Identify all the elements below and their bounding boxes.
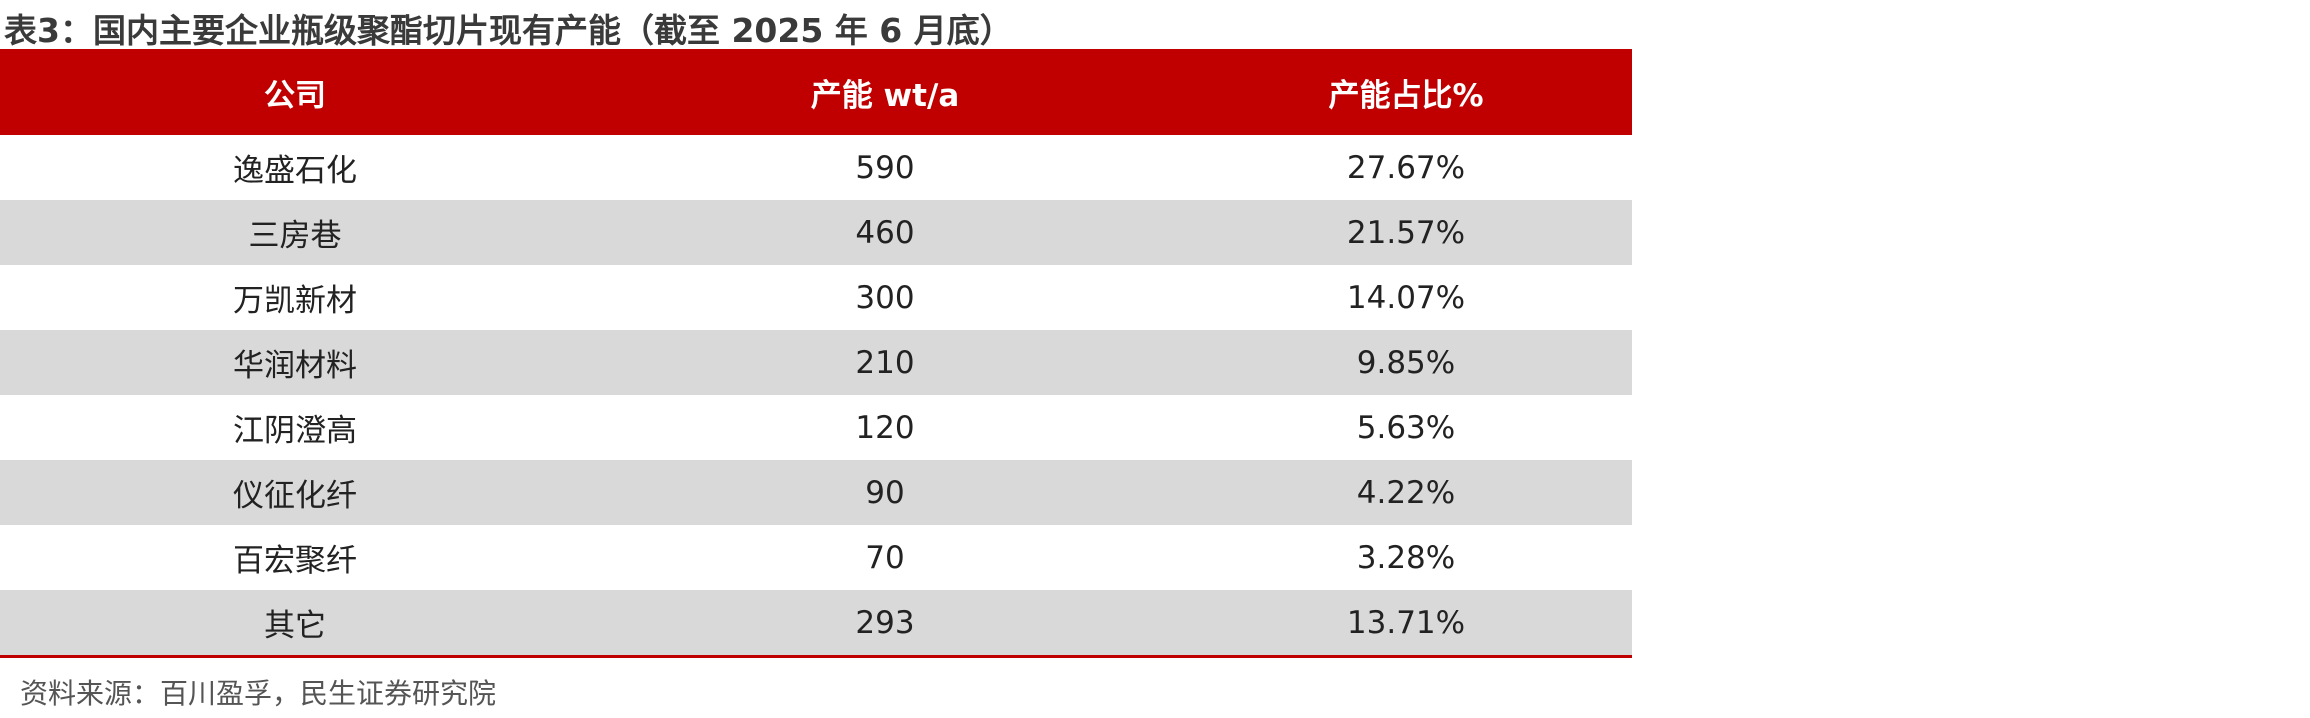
- table-row: 江阴澄高 120 5.63%: [0, 395, 1632, 460]
- table-cell: 百宏聚纤: [233, 543, 357, 579]
- table-cell: 120: [855, 409, 915, 446]
- table-cell: 其它: [0, 590, 590, 658]
- table-cell: 90: [590, 460, 1180, 525]
- table-cell: 仪征化纤: [0, 460, 590, 525]
- table-cell: 590: [855, 149, 915, 186]
- table-cell: 4.22%: [1180, 460, 1632, 525]
- table-row: 仪征化纤 90 4.22%: [0, 460, 1632, 525]
- table-cell: 三房巷: [0, 200, 590, 265]
- table-row: 三房巷 460 21.57%: [0, 200, 1632, 265]
- table-cell: 21.57%: [1180, 200, 1632, 265]
- table-row: 逸盛石化 590 27.67%: [0, 135, 1632, 200]
- table-cell: 万凯新材: [233, 283, 357, 319]
- table-title: 表3：国内主要企业瓶级聚酯切片现有产能（截至 2025 年 6 月底）: [4, 11, 1013, 50]
- header-cell: 公司: [0, 49, 590, 135]
- table-row: 百宏聚纤 70 3.28%: [0, 525, 1632, 590]
- table-cell: 3.28%: [1356, 539, 1456, 576]
- table-cell: 210: [590, 330, 1180, 395]
- table-cell: 27.67%: [1346, 149, 1466, 186]
- table-cell: 70: [865, 539, 905, 576]
- table-cell: 华润材料: [0, 330, 590, 395]
- table-cell: 293: [590, 590, 1180, 658]
- source-note: 资料来源：百川盈孚，民生证券研究院: [20, 677, 497, 710]
- table-cell: 9.85%: [1180, 330, 1632, 395]
- header-cell: 产能 wt/a: [590, 49, 1180, 135]
- table-row: 万凯新材 300 14.07%: [0, 265, 1632, 330]
- table-cell: 逸盛石化: [233, 153, 357, 189]
- header-cell: 产能占比%: [1180, 49, 1632, 135]
- table-row: 华润材料 210 9.85%: [0, 330, 1632, 395]
- table-cell: 300: [855, 279, 915, 316]
- table-row: 其它 293 13.71%: [0, 590, 1632, 658]
- table-header: 公司 产能 wt/a 产能占比%: [0, 49, 1632, 135]
- capacity-table: 公司 产能 wt/a 产能占比% 逸盛石化 590 27.67% 三房巷 460 21.57%…: [0, 49, 1632, 658]
- table-cell: 5.63%: [1356, 409, 1456, 446]
- table-cell: 江阴澄高: [233, 413, 357, 449]
- table-cell: 14.07%: [1346, 279, 1466, 316]
- header-row: 公司 产能 wt/a 产能占比%: [0, 49, 1632, 135]
- table-body: 逸盛石化 590 27.67% 三房巷 460 21.57% 万凯新材 300 14.07% 华润…: [0, 135, 1632, 658]
- table-cell: 13.71%: [1180, 590, 1632, 658]
- table-cell: 460: [590, 200, 1180, 265]
